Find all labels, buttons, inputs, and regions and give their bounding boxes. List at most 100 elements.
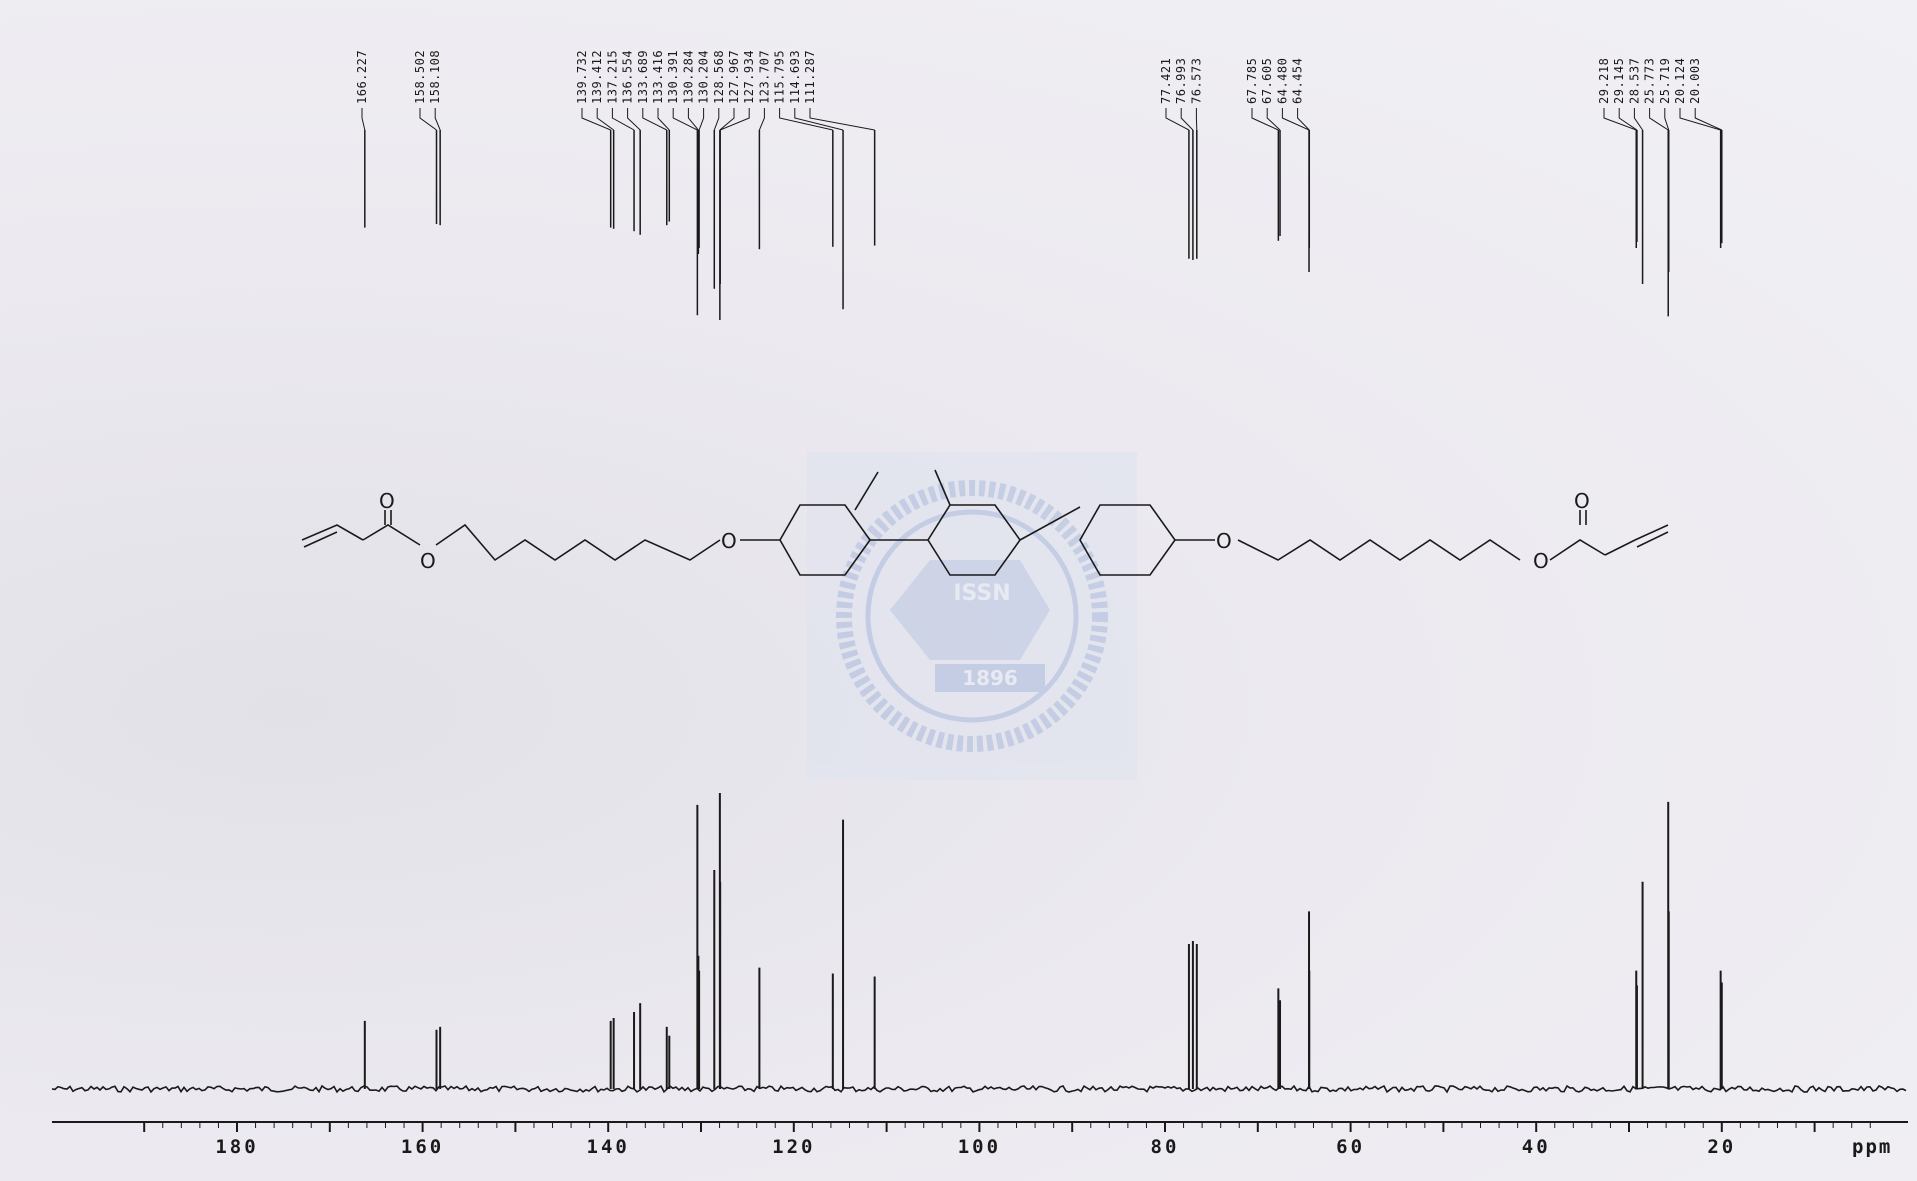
peak-leader-line	[1618, 108, 1638, 131]
x-axis-tick-label: 80	[1151, 1136, 1180, 1158]
peak-label: 136.554	[621, 50, 635, 104]
peak-leader-line	[719, 108, 750, 131]
peak-label: 67.605	[1260, 58, 1274, 104]
watermark-year-box	[935, 664, 1045, 692]
peak-leader-line	[1180, 108, 1194, 131]
peak-label: 114.693	[788, 50, 802, 104]
peak-label: 123.707	[757, 50, 771, 104]
x-axis-tick-label: 60	[1336, 1136, 1365, 1158]
left-vinyl-double-bond	[303, 531, 338, 548]
watermark-top-text: ISSN	[953, 581, 1010, 606]
peak-leader-line	[1603, 108, 1637, 131]
peak-label: 25.773	[1643, 58, 1657, 104]
peak-label: 128.568	[712, 50, 726, 104]
peak-label: 64.454	[1291, 58, 1305, 104]
right-ester-chain	[1549, 539, 1606, 561]
peak-leader-line	[1649, 108, 1669, 131]
watermark-inner-ring	[865, 509, 1079, 723]
peak-label: 130.204	[697, 50, 711, 104]
right-alkyl-chain	[1237, 539, 1521, 561]
structure-atom-labels: O O O O O O	[379, 489, 1590, 573]
peak-label: 28.537	[1627, 58, 1641, 104]
peak-label: 67.785	[1245, 58, 1259, 104]
peak-leader-line	[434, 108, 441, 131]
x-axis-tick-label: 140	[587, 1136, 630, 1158]
peak-label: 29.145	[1612, 58, 1626, 104]
peak-leader-line	[1297, 108, 1310, 131]
chemical-structure	[301, 469, 1669, 576]
spectrum-peaks	[363, 793, 1723, 1089]
x-axis-tick-label: 100	[958, 1136, 1001, 1158]
right-vinyl-double-bond	[1636, 531, 1669, 548]
x-axis-tick-label: 120	[772, 1136, 815, 1158]
spectrum-baseline	[51, 1084, 1907, 1094]
peak-leader-line	[794, 108, 844, 131]
peak-leader-line	[1266, 108, 1281, 131]
peak-leader-line	[611, 108, 635, 131]
peak-label: 139.412	[590, 50, 604, 104]
peak-label: 29.218	[1597, 58, 1611, 104]
peak-leader-line	[779, 108, 833, 131]
peak-label: 158.108	[428, 50, 442, 104]
peak-leader-line	[713, 108, 720, 131]
peak-label: 130.284	[681, 50, 695, 104]
peak-label-group: 166.227 158.502 158.108 139.732 139.412 137.2…	[355, 50, 1702, 104]
atom-label-right-ether-o: O	[1216, 529, 1232, 553]
peak-leader-line	[657, 108, 670, 131]
peak-label: 127.934	[742, 50, 756, 104]
peak-leader-line	[627, 108, 641, 131]
peak-leader-line	[758, 108, 765, 131]
atom-label-left-ester-o: O	[420, 549, 436, 573]
left-ester-chain	[362, 524, 421, 546]
ring-1-methyl	[854, 471, 879, 511]
ring-2-3-bond	[1019, 506, 1081, 541]
peak-label: 133.416	[651, 50, 665, 104]
peak-label: 137.215	[605, 50, 619, 104]
peak-leader-line	[642, 108, 667, 131]
peak-label: 158.502	[413, 50, 427, 104]
atom-label-right-carbonyl-o: O	[1574, 489, 1590, 513]
peak-label: 76.573	[1189, 58, 1203, 104]
peak-leader-line	[672, 108, 698, 131]
peak-leader-line	[361, 108, 366, 131]
atom-label-left-ether-o: O	[721, 529, 737, 553]
peak-label: 166.227	[355, 50, 369, 104]
peak-leader-line	[1165, 108, 1190, 131]
peak-label: 76.993	[1174, 58, 1188, 104]
peak-leader-lines	[361, 108, 1722, 131]
peak-label: 130.391	[666, 50, 680, 104]
peak-label: 77.421	[1159, 58, 1173, 104]
peak-leader-line	[1664, 108, 1670, 131]
peak-marker-lines	[364, 130, 1723, 320]
peak-leader-line	[809, 108, 875, 131]
peak-label: 139.732	[575, 50, 589, 104]
peak-leader-line	[698, 108, 705, 131]
peak-leader-line	[1633, 108, 1643, 131]
left-vinyl-bond	[301, 524, 364, 541]
watermark-outer-ring	[836, 480, 1108, 752]
x-axis-tick-label: 40	[1522, 1136, 1551, 1158]
peak-leader-line	[581, 108, 611, 131]
atom-label-right-ester-o: O	[1533, 549, 1549, 573]
ring-2-methyl	[934, 469, 951, 506]
atom-label-left-carbonyl-o: O	[379, 489, 395, 513]
right-vinyl-bond	[1604, 524, 1669, 556]
peak-label: 20.003	[1688, 58, 1702, 104]
watermark-year: 1896	[962, 666, 1018, 690]
peak-leader-line	[719, 108, 735, 131]
peak-leader-line	[596, 108, 614, 131]
peak-label: 111.287	[803, 50, 817, 104]
peak-leader-line	[419, 108, 437, 131]
university-seal-watermark: 1896 ISSN	[807, 452, 1137, 780]
peak-label: 115.795	[773, 50, 787, 104]
x-axis-tick-label: 20	[1707, 1136, 1736, 1158]
peak-leader-line	[687, 108, 699, 131]
x-axis-tick-label: 180	[215, 1136, 258, 1158]
x-axis-tick-label: 160	[401, 1136, 444, 1158]
peak-label: 64.480	[1275, 58, 1289, 104]
peak-label: 25.719	[1658, 58, 1672, 104]
peak-label: 20.124	[1673, 58, 1687, 104]
peak-leader-line	[1281, 108, 1310, 131]
